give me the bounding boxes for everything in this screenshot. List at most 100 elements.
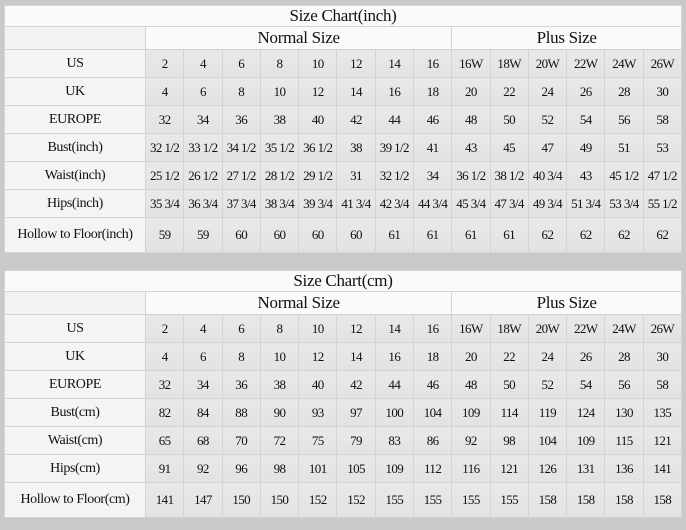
size-cell: 109 xyxy=(374,454,414,483)
size-cell: 39 1/2 xyxy=(374,133,414,162)
size-cell: 44 xyxy=(374,105,414,134)
size-cell: 58 xyxy=(642,370,683,399)
size-cell: 18W xyxy=(489,314,529,343)
size-cell: 18W xyxy=(489,49,529,78)
size-cell: 75 xyxy=(298,426,338,455)
size-cell: 20 xyxy=(451,77,491,106)
size-cell: 4 xyxy=(144,77,185,106)
size-cell: 2 xyxy=(144,49,185,78)
size-cell: 30 xyxy=(642,77,683,106)
size-cell: 4 xyxy=(183,49,223,78)
size-cell: 101 xyxy=(298,454,338,483)
table-row: Hollow to Floor(inch) 59 59 60 60 60 60 61 61 61 6… xyxy=(4,217,683,253)
normal-size-header: Normal Size xyxy=(144,26,453,50)
size-cell: 158 xyxy=(566,482,606,518)
size-cell: 14 xyxy=(374,49,414,78)
size-cell: 61 xyxy=(374,217,414,253)
size-cell: 8 xyxy=(221,342,261,371)
size-cell: 33 1/2 xyxy=(183,133,223,162)
size-cell: 30 xyxy=(642,342,683,371)
size-cell: 121 xyxy=(489,454,529,483)
row-label: Hollow to Floor(inch) xyxy=(4,217,146,253)
size-cell: 93 xyxy=(298,398,338,427)
size-cell: 70 xyxy=(221,426,261,455)
blank-cell xyxy=(4,291,146,315)
size-cell: 97 xyxy=(336,398,376,427)
table-row: Bust(inch) 32 1/2 33 1/2 34 1/2 35 1/2 36 1/2… xyxy=(4,133,683,162)
size-cell: 105 xyxy=(336,454,376,483)
size-cell: 25 1/2 xyxy=(144,161,185,190)
size-cell: 32 1/2 xyxy=(144,133,185,162)
size-cell: 28 xyxy=(604,77,644,106)
size-cell: 35 3/4 xyxy=(144,189,185,218)
size-cell: 18 xyxy=(412,77,453,106)
size-cell: 136 xyxy=(604,454,644,483)
size-cell: 54 xyxy=(566,370,606,399)
size-cell: 40 xyxy=(298,370,338,399)
table-row: EUROPE 32 34 36 38 40 42 44 46 48 50 52 54 56 58 xyxy=(4,370,683,399)
size-cell: 121 xyxy=(642,426,683,455)
size-cell: 84 xyxy=(183,398,223,427)
row-label: Hips(cm) xyxy=(4,454,146,483)
table-row: Hips(cm) 91 92 96 98 101 105 109 112 116 121 126 131… xyxy=(4,454,683,483)
size-cell: 34 1/2 xyxy=(221,133,261,162)
size-cell: 10 xyxy=(259,342,300,371)
plus-size-header: Plus Size xyxy=(451,291,682,315)
size-cell: 6 xyxy=(183,342,223,371)
chart-title: Size Chart(cm) xyxy=(4,270,682,292)
row-label: Bust(cm) xyxy=(4,398,146,427)
size-cell: 158 xyxy=(642,482,683,518)
size-cell: 26 xyxy=(566,77,606,106)
size-cell: 115 xyxy=(604,426,644,455)
size-cell: 6 xyxy=(183,77,223,106)
size-cell: 22W xyxy=(566,49,606,78)
size-cell: 22W xyxy=(566,314,606,343)
size-cell: 52 xyxy=(527,105,568,134)
size-cell: 6 xyxy=(221,49,261,78)
row-label: EUROPE xyxy=(4,105,146,134)
size-cell: 14 xyxy=(336,342,376,371)
size-cell: 53 xyxy=(642,133,683,162)
size-cell: 40 xyxy=(298,105,338,134)
size-cell: 16 xyxy=(374,77,414,106)
size-cell: 91 xyxy=(144,454,185,483)
size-cell: 16 xyxy=(374,342,414,371)
size-cell: 104 xyxy=(412,398,453,427)
size-cell: 18 xyxy=(412,342,453,371)
size-cell: 72 xyxy=(259,426,300,455)
size-cell: 8 xyxy=(259,314,300,343)
size-chart-inch: Size Chart(inch) Normal Size Plus Size US 2 4… xyxy=(4,5,683,253)
size-cell: 88 xyxy=(221,398,261,427)
row-label: EUROPE xyxy=(4,370,146,399)
size-cell: 40 3/4 xyxy=(527,161,568,190)
size-cell: 158 xyxy=(604,482,644,518)
table-row: Waist(cm) 65 68 70 72 75 79 83 86 92 98 104 109 115 12… xyxy=(4,426,683,455)
size-cell: 55 1/2 xyxy=(642,189,683,218)
size-cell: 42 xyxy=(336,105,376,134)
size-cell: 98 xyxy=(259,454,300,483)
table-row: UK 4 6 8 10 12 14 16 18 20 22 24 26 28 30 xyxy=(4,342,683,371)
size-cell: 16W xyxy=(451,314,491,343)
size-cell: 45 1/2 xyxy=(604,161,644,190)
table-row: EUROPE 32 34 36 38 40 42 44 46 48 50 52 54 56 58 xyxy=(4,105,683,134)
size-cell: 83 xyxy=(374,426,414,455)
size-cell: 46 xyxy=(412,370,453,399)
size-cell: 82 xyxy=(144,398,185,427)
size-cell: 38 xyxy=(336,133,376,162)
chart-title: Size Chart(inch) xyxy=(4,5,682,27)
size-cell: 14 xyxy=(374,314,414,343)
size-cell: 61 xyxy=(451,217,491,253)
size-cell: 46 xyxy=(412,105,453,134)
size-cell: 155 xyxy=(374,482,414,518)
size-cell: 26 1/2 xyxy=(183,161,223,190)
size-cell: 24W xyxy=(604,314,644,343)
size-cell: 124 xyxy=(566,398,606,427)
table-row: Bust(cm) 82 84 88 90 93 97 100 104 109 114 119 124 13… xyxy=(4,398,683,427)
size-chart-cm: Size Chart(cm) Normal Size Plus Size US 2 4 6 8… xyxy=(4,270,683,518)
size-cell: 36 xyxy=(221,105,261,134)
size-cell: 22 xyxy=(489,342,529,371)
size-cell: 49 xyxy=(566,133,606,162)
size-cell: 155 xyxy=(451,482,491,518)
size-cell: 49 3/4 xyxy=(527,189,568,218)
size-cell: 52 xyxy=(527,370,568,399)
